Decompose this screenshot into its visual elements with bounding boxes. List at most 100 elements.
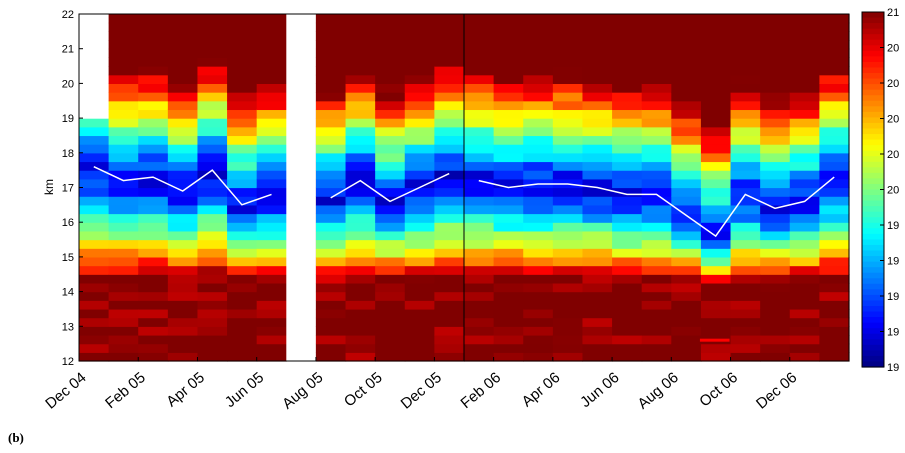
heatmap-cell	[197, 300, 228, 310]
heatmap-cell	[256, 109, 287, 119]
y-tick-label: 16	[62, 217, 74, 229]
heatmap-cell	[167, 92, 199, 102]
heatmap-cell	[493, 83, 524, 93]
heatmap-cell	[641, 109, 672, 119]
heatmap-cell	[612, 291, 643, 301]
heatmap-cell	[819, 213, 850, 223]
heatmap-cell	[404, 144, 435, 154]
heatmap-cell	[138, 83, 169, 93]
heatmap-cell	[760, 308, 791, 319]
heatmap-cell	[730, 40, 761, 50]
heatmap-cell	[345, 282, 376, 293]
heatmap-cell	[197, 83, 228, 93]
heatmap-cell	[523, 282, 554, 293]
heatmap-cell	[108, 196, 139, 206]
heatmap-cell	[612, 100, 643, 111]
heatmap-cell	[79, 256, 110, 267]
colorbar-segment	[862, 139, 884, 146]
heatmap-cell	[464, 352, 495, 362]
heatmap-cell	[315, 196, 347, 206]
heatmap-cell	[79, 343, 110, 353]
heatmap-cell	[760, 213, 791, 223]
heatmap-cell	[434, 74, 465, 84]
heatmap-cell	[375, 326, 406, 336]
heatmap-cell	[582, 100, 613, 111]
heatmap-cell	[819, 40, 850, 50]
heatmap-cell	[523, 222, 554, 232]
heatmap-cell	[523, 317, 554, 327]
x-tick-label: Feb 05	[102, 369, 149, 412]
heatmap-cell	[552, 300, 584, 310]
heatmap-cell	[345, 213, 376, 223]
heatmap-cell	[375, 317, 406, 327]
heatmap-cell	[375, 66, 406, 76]
heatmap-cell-empty	[79, 109, 110, 119]
heatmap-cell	[375, 48, 406, 58]
heatmap-cell	[256, 31, 287, 41]
heatmap-cell	[256, 282, 287, 293]
heatmap-cell	[523, 48, 554, 58]
heatmap-cell	[197, 196, 228, 206]
heatmap-cell	[315, 118, 347, 128]
heatmap-cell	[671, 144, 702, 154]
heatmap-cell	[167, 178, 199, 189]
heatmap-cell	[582, 22, 613, 32]
heatmap-cell	[315, 334, 347, 345]
heatmap-cell	[197, 239, 228, 249]
heatmap-cell	[464, 300, 495, 310]
heatmap-cell	[197, 92, 228, 102]
missing-month-gap	[286, 14, 316, 361]
heatmap-cell	[345, 222, 376, 232]
heatmap-cell	[641, 31, 672, 41]
heatmap-cell	[612, 126, 643, 137]
heatmap-cell	[760, 22, 791, 32]
heatmap-cell	[612, 48, 643, 58]
heatmap-cell	[730, 126, 761, 137]
heatmap-cell	[345, 230, 376, 241]
heatmap-cell	[108, 230, 139, 241]
heatmap-cell	[404, 334, 435, 345]
heatmap-cell	[108, 40, 139, 50]
heatmap-cell	[167, 230, 199, 241]
heatmap-cell	[819, 274, 850, 284]
heatmap-cell	[464, 92, 495, 102]
heatmap-cell	[434, 282, 465, 293]
heatmap-cell	[641, 204, 672, 215]
heatmap-cell	[612, 40, 643, 50]
heatmap-cell	[167, 265, 199, 275]
heatmap-cell-empty	[79, 31, 110, 41]
heatmap-cell	[108, 308, 139, 319]
heatmap-column	[612, 14, 643, 362]
heatmap-cell	[79, 282, 110, 293]
heatmap-column	[700, 14, 732, 362]
heatmap-cell	[79, 187, 110, 197]
heatmap-cell	[138, 57, 169, 67]
heatmap-cell	[582, 152, 613, 163]
heatmap-cell	[315, 100, 347, 111]
heatmap-cell	[256, 66, 287, 76]
heatmap-cell	[641, 187, 672, 197]
heatmap-cell	[108, 74, 139, 84]
heatmap-cell	[819, 109, 850, 119]
heatmap-cell	[227, 291, 258, 301]
colorbar-segment	[862, 84, 884, 91]
heatmap-cell	[167, 48, 199, 58]
heatmap-cell	[819, 48, 850, 58]
heatmap-cell	[345, 83, 376, 93]
x-tick-label: Dec 06	[753, 369, 800, 413]
heatmap-cell	[493, 248, 524, 258]
heatmap-column	[227, 14, 258, 362]
heatmap-cell	[138, 22, 169, 32]
heatmap-cell	[315, 135, 347, 145]
heatmap-cell	[493, 40, 524, 50]
heatmap-cell	[612, 213, 643, 223]
heatmap-cell	[493, 161, 524, 171]
heatmap-cell	[227, 265, 258, 275]
heatmap-cell	[819, 14, 850, 24]
heatmap-cell	[138, 213, 169, 223]
heatmap-cell	[789, 178, 820, 189]
colorbar-segment	[862, 328, 884, 335]
heatmap-cell	[404, 230, 435, 241]
x-tick-label: Oct 05	[341, 369, 386, 410]
heatmap-cell	[404, 326, 435, 336]
